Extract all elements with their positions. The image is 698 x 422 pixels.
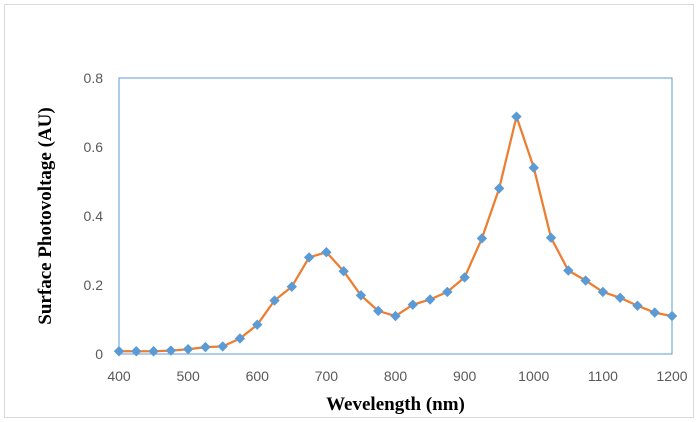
data-point-marker (424, 294, 436, 305)
data-point-marker (390, 310, 401, 322)
data-point-marker (632, 300, 643, 311)
chart-border (4, 4, 694, 418)
y-tick-label: 0.4 (84, 208, 104, 224)
y-tick-label: 0.6 (84, 139, 104, 155)
data-point-marker (511, 111, 522, 122)
data-point-marker (113, 346, 125, 357)
x-tick-label: 1100 (588, 368, 618, 384)
y-tick-label: 0 (95, 346, 103, 362)
data-point-marker (303, 252, 315, 263)
y-tick-label: 0.2 (84, 277, 104, 293)
data-point-marker (217, 341, 228, 352)
data-point-marker (338, 266, 349, 277)
data-point-marker (182, 343, 194, 355)
data-point-marker (321, 247, 332, 258)
data-point-marker (597, 286, 609, 298)
data-point-marker (234, 333, 246, 344)
y-axis-title: Surface Photovoltage (AU) (35, 107, 56, 324)
data-point-marker (200, 341, 211, 353)
data-point-marker (563, 265, 574, 276)
plot-area-frame (118, 77, 673, 355)
y-tick-label: 0.8 (84, 70, 104, 86)
data-point-marker (459, 272, 470, 283)
x-tick-label: 400 (107, 368, 131, 384)
data-point-marker (545, 232, 557, 243)
data-point-marker (476, 233, 488, 244)
y-axis-ticks: 0 0.2 0.4 0.6 0.8 (84, 70, 104, 362)
x-tick-label: 900 (453, 368, 477, 384)
data-point-marker (355, 290, 367, 301)
x-axis-title: Wevelength (nm) (326, 394, 465, 415)
x-tick-label: 600 (246, 368, 270, 384)
data-point-marker (649, 307, 660, 318)
x-tick-label: 800 (384, 368, 408, 384)
data-point-marker (148, 346, 159, 357)
x-tick-label: 500 (176, 368, 200, 384)
data-point-marker (407, 299, 418, 310)
data-point-marker (580, 275, 591, 286)
x-tick-label: 1000 (518, 368, 549, 384)
data-point-marker (131, 346, 142, 357)
data-point-marker (252, 319, 263, 330)
series-layer (113, 111, 678, 357)
data-point-marker (442, 286, 453, 298)
x-tick-label: 700 (315, 368, 339, 384)
x-axis-ticks: 400 500 600 700 800 900 1000 1100 1200 (107, 368, 687, 384)
data-point-marker (269, 295, 280, 306)
data-point-marker (493, 183, 505, 194)
data-point-marker (614, 292, 626, 303)
data-point-marker (165, 345, 177, 356)
data-point-marker (666, 310, 678, 322)
data-point-marker (286, 281, 298, 292)
x-tick-label: 1200 (656, 368, 687, 384)
data-point-marker (373, 305, 384, 317)
data-point-marker (528, 162, 539, 173)
